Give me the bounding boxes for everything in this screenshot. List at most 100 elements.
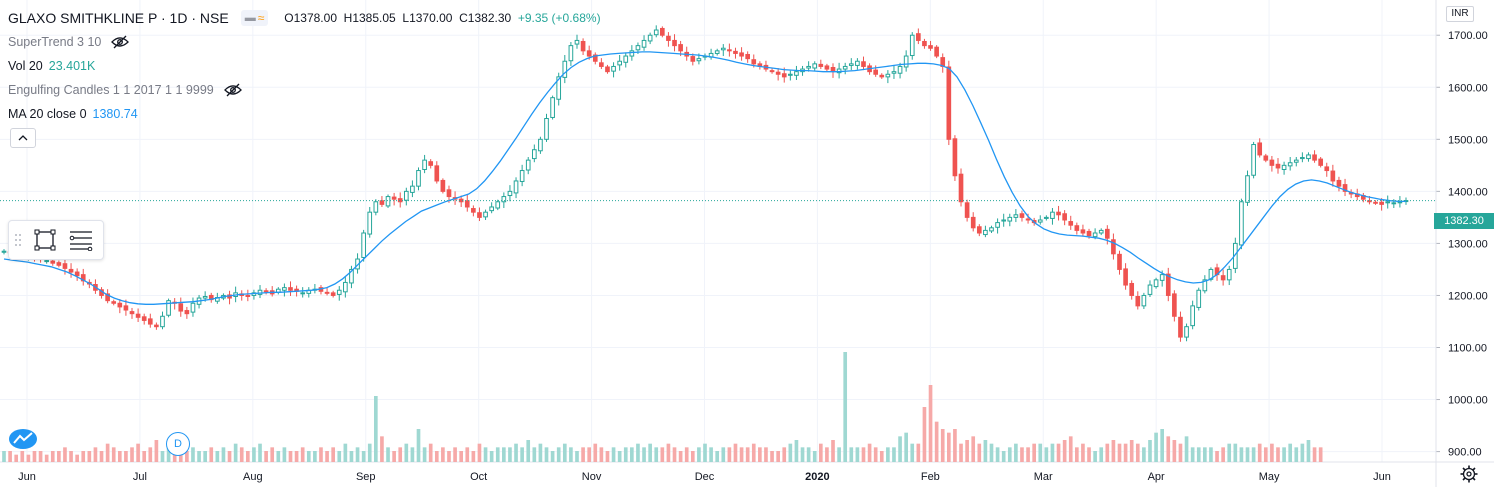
candle-body [1074, 225, 1080, 231]
wave-icon: ≈ [257, 11, 265, 25]
volume-bar [227, 451, 232, 462]
volume-bar [349, 451, 354, 462]
volume-bar [697, 447, 701, 462]
candle-body [160, 315, 165, 328]
candle-body [263, 290, 269, 293]
volume-bar [1221, 447, 1225, 462]
volume-bar [252, 447, 256, 462]
dividend-marker[interactable]: D [166, 432, 190, 456]
lines-tool-button[interactable] [66, 225, 96, 255]
supertrend-row[interactable]: SuperTrend 3 10 [8, 30, 601, 54]
currency-badge[interactable]: INR [1446, 6, 1474, 22]
candle-body [1098, 229, 1104, 234]
volume-bar [733, 443, 738, 462]
candle-body [836, 68, 842, 74]
drawing-toolbar[interactable] [8, 220, 104, 260]
volume-bar [471, 451, 476, 462]
volume-bar [294, 451, 299, 462]
volume-bar [873, 447, 878, 462]
collapse-legend-button[interactable] [10, 128, 36, 148]
volume-bar [288, 451, 293, 462]
volume-bar [1068, 436, 1073, 462]
volume-bar [514, 443, 518, 462]
candle-body [885, 73, 891, 78]
volume-bar [495, 447, 500, 462]
candle-body [300, 292, 306, 295]
volume-bar [910, 443, 915, 462]
candle-body [970, 216, 976, 229]
price-tick-label: 1500.00 [1448, 134, 1488, 146]
candle-body [1306, 154, 1311, 160]
volume-bar [75, 454, 79, 462]
volume-bar [636, 443, 640, 462]
candle-body [349, 268, 354, 284]
volume-bar [721, 447, 726, 462]
candle-body [1196, 289, 1202, 308]
candle-body [1001, 219, 1007, 222]
volume-bar [648, 443, 652, 462]
time-tick-label: Aug [243, 471, 263, 483]
volume-bar [532, 447, 537, 462]
candle-body [105, 293, 110, 302]
candle-body [50, 260, 56, 264]
candle-body [586, 50, 592, 57]
volume-bar [965, 440, 969, 462]
candle-body [916, 33, 921, 41]
volume-bar [185, 451, 189, 462]
volume-bar [434, 451, 439, 462]
candle-body [946, 66, 952, 140]
candle-body [245, 294, 251, 297]
volume-bar [983, 440, 988, 462]
time-tick-label: Feb [921, 471, 940, 483]
volume-bar [245, 451, 250, 462]
volume-bar [355, 447, 360, 462]
compare-badge[interactable]: ▬ ≈ [240, 10, 269, 26]
volume-bar [1215, 451, 1219, 462]
volume-bar [953, 429, 957, 462]
volume-bar [502, 447, 506, 462]
volume-bar [343, 443, 348, 462]
ma-row[interactable]: MA 20 close 0 1380.74 [8, 102, 601, 126]
volume-bar [892, 447, 896, 462]
rectangle-tool-button[interactable] [30, 225, 60, 255]
gear-icon[interactable] [1460, 465, 1478, 483]
drag-handle-icon[interactable] [12, 228, 24, 252]
volume-bar [111, 447, 116, 462]
volume-bar [1276, 447, 1280, 462]
volume-row[interactable]: Vol 20 23.401K [8, 54, 601, 78]
volume-bar [270, 447, 275, 462]
eye-off-icon[interactable] [223, 83, 242, 97]
candle-body [855, 60, 860, 66]
candle-body [989, 227, 994, 232]
volume-bar [398, 447, 403, 462]
candle-body [1312, 154, 1317, 161]
low-value: L1370.00 [402, 11, 453, 25]
volume-bar [739, 447, 744, 462]
candle-body [1391, 202, 1397, 205]
candle-body [1275, 163, 1281, 169]
candle-body [416, 170, 421, 187]
volume-bar [142, 451, 147, 462]
volume-bar [276, 451, 281, 462]
price-tick-label: 1600.00 [1448, 82, 1488, 94]
candle-body [166, 300, 171, 316]
volume-bar [191, 447, 195, 462]
time-tick-label: May [1259, 471, 1280, 483]
candle-body [1220, 275, 1226, 281]
engulfing-row[interactable]: Engulfing Candles 1 1 2017 1 1 9999 [8, 78, 601, 102]
candle-body [775, 71, 781, 75]
tradingview-logo-icon[interactable] [8, 424, 38, 450]
volume-bar [672, 447, 677, 462]
volume-bar [361, 451, 366, 462]
volume-bar [630, 447, 634, 462]
volume-bar [569, 447, 573, 462]
symbol-title[interactable]: GLAXO SMITHKLINE P · 1D · NSE [8, 10, 229, 26]
volume-bar [837, 447, 841, 462]
volume-bar [916, 443, 921, 462]
eye-off-icon[interactable] [111, 35, 130, 49]
ma-value: 1380.74 [92, 107, 138, 121]
candle-body [477, 212, 482, 218]
volume-bar [69, 451, 73, 462]
